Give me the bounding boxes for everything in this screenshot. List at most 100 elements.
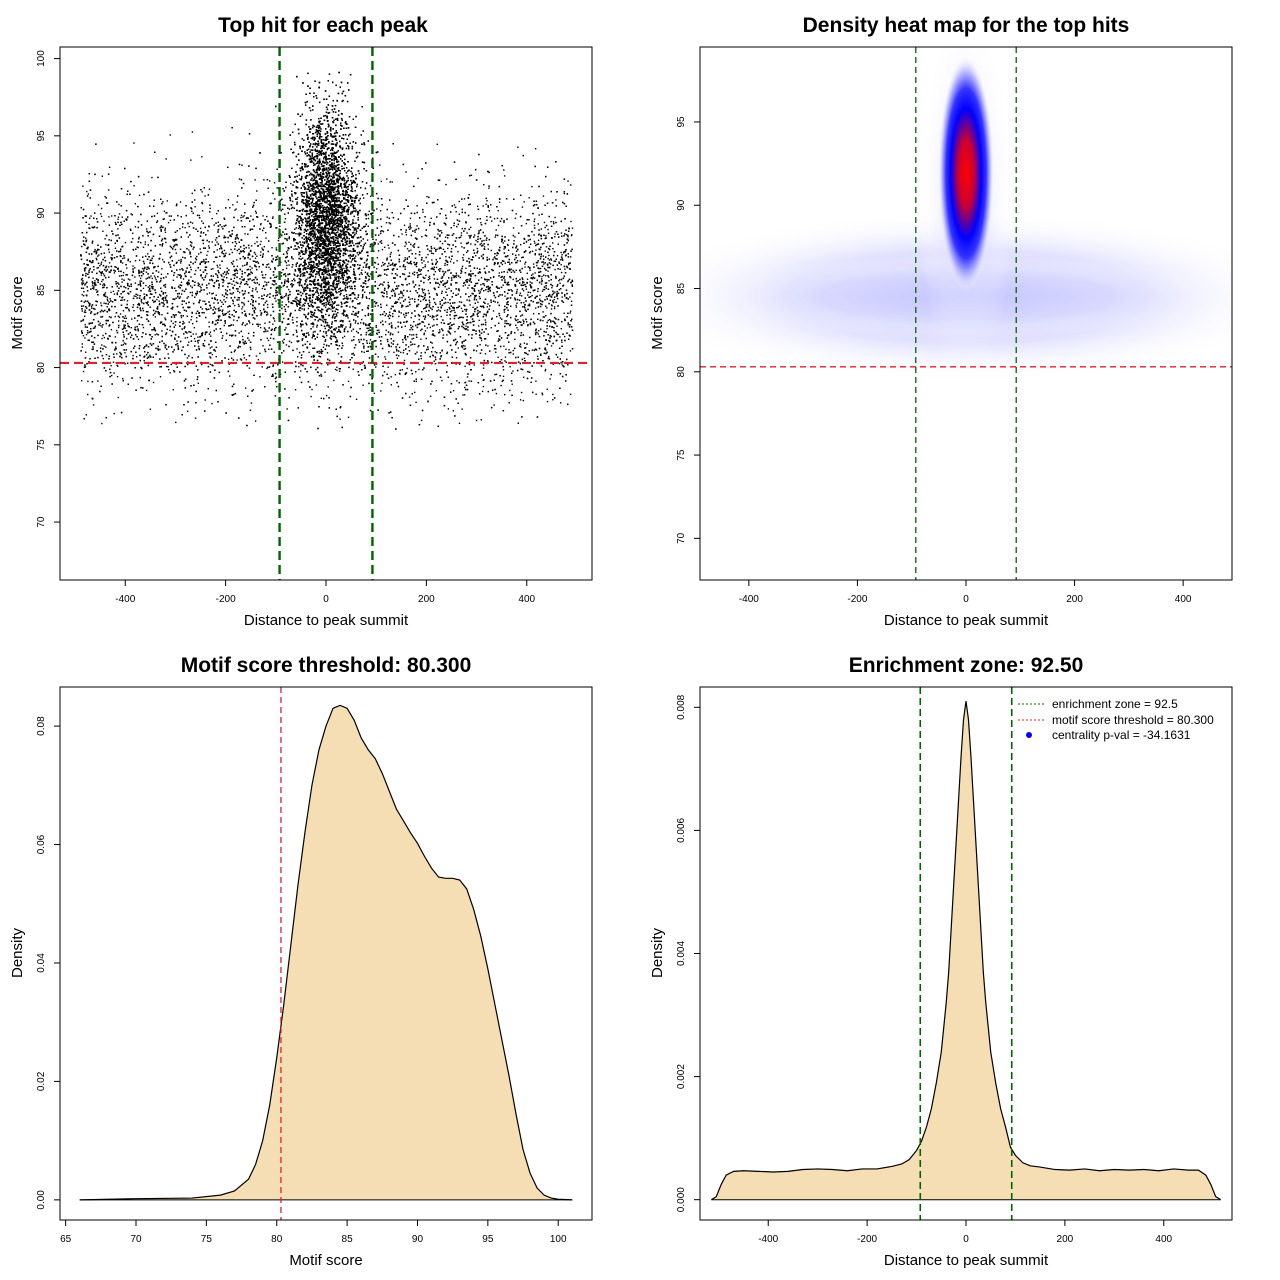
data-point [530, 274, 533, 277]
data-point [464, 386, 466, 389]
data-point [120, 299, 122, 302]
data-point [464, 345, 466, 347]
data-point [547, 319, 549, 322]
data-point [236, 359, 238, 361]
data-point [545, 315, 547, 317]
data-point [435, 248, 437, 251]
data-point [520, 315, 522, 317]
data-point [196, 316, 198, 319]
data-point [233, 277, 236, 279]
data-point [164, 227, 167, 229]
data-point [400, 290, 402, 293]
data-point [244, 314, 246, 316]
data-point [423, 297, 425, 300]
data-point [561, 341, 563, 343]
data-point [440, 315, 442, 318]
data-point [103, 336, 106, 339]
data-point [414, 343, 416, 346]
data-point [190, 319, 192, 321]
data-point [212, 292, 214, 294]
data-point [401, 233, 403, 235]
data-point [544, 370, 547, 372]
data-point [139, 308, 141, 310]
data-point [545, 246, 548, 248]
data-point [114, 336, 117, 338]
data-point [99, 213, 102, 215]
data-point [238, 178, 241, 180]
data-point [460, 307, 463, 310]
data-point [370, 221, 372, 223]
data-point [227, 199, 230, 201]
data-point [544, 282, 547, 284]
data-point [169, 372, 171, 374]
data-point [312, 335, 314, 337]
data-point [469, 235, 471, 238]
data-point [567, 280, 569, 283]
data-point [405, 231, 407, 233]
data-point [469, 295, 472, 297]
data-point [126, 267, 128, 269]
data-point [467, 287, 469, 289]
data-point [537, 333, 540, 335]
data-point [541, 275, 543, 278]
data-point [198, 339, 200, 342]
data-point [300, 274, 302, 276]
data-point [468, 284, 470, 287]
data-point [252, 287, 254, 290]
data-point [265, 237, 267, 239]
data-point [345, 293, 348, 296]
data-point [392, 312, 394, 315]
data-point [310, 395, 312, 398]
data-point [351, 232, 354, 234]
data-point [379, 164, 381, 166]
data-point [137, 294, 139, 296]
data-point [87, 380, 89, 383]
data-point [553, 307, 556, 310]
data-point [232, 204, 234, 206]
data-point [558, 362, 561, 365]
data-point [259, 243, 262, 246]
data-point [187, 271, 190, 274]
data-point [517, 319, 519, 321]
data-point [442, 248, 445, 251]
data-point [464, 365, 466, 368]
data-point [136, 320, 139, 322]
data-point [455, 274, 458, 276]
data-point [324, 272, 326, 274]
data-point [239, 278, 241, 280]
data-point [335, 274, 338, 276]
data-point [131, 318, 133, 320]
data-point [93, 269, 95, 271]
data-point [462, 254, 465, 256]
data-point [424, 315, 427, 317]
data-point [165, 212, 167, 214]
data-point [517, 280, 519, 282]
data-point [198, 348, 201, 351]
data-point [223, 324, 225, 327]
data-point [478, 331, 481, 333]
data-point [547, 270, 549, 272]
data-point [189, 291, 192, 294]
data-point [469, 304, 471, 306]
data-point [99, 265, 101, 267]
data-point [333, 328, 335, 331]
data-point [275, 247, 277, 249]
data-point [267, 339, 270, 342]
data-point [248, 286, 251, 288]
data-point [287, 249, 289, 251]
data-point [376, 329, 378, 332]
data-point [531, 294, 533, 297]
data-point [121, 216, 123, 218]
data-point [438, 329, 441, 331]
data-point [159, 281, 161, 283]
data-point [480, 419, 482, 421]
data-point [413, 274, 416, 276]
data-point [443, 296, 445, 299]
data-point [344, 327, 346, 330]
data-point [223, 276, 225, 278]
data-point [475, 239, 477, 242]
data-point [449, 333, 452, 335]
data-point [480, 289, 482, 291]
data-point [548, 254, 550, 257]
data-point [123, 324, 125, 326]
